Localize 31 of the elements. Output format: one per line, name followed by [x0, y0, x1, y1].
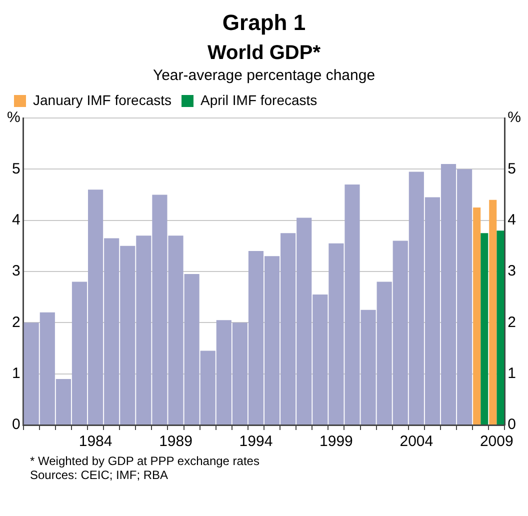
- text: * Weighted by GDP at PPP exchange rates: [30, 454, 260, 468]
- x-tick-label: 2009: [480, 433, 514, 450]
- chart-subtitle: World GDP*: [206, 42, 322, 65]
- y-tick-label: 2: [12, 314, 20, 331]
- y2-tick-label: %: [508, 109, 522, 126]
- legend-label: April IMF forecasts: [200, 92, 318, 108]
- y-tick-label: 0: [12, 416, 20, 434]
- y-tick-label: 3: [12, 262, 20, 280]
- text: Year-average percentage change: [152, 67, 376, 84]
- y2-tick-label: 5: [508, 160, 516, 178]
- bar: [480, 233, 488, 424]
- chart-title: Graph 1: [221, 10, 307, 36]
- x-tick-label: 2004: [400, 433, 434, 450]
- y2-tick-label: 3: [508, 262, 516, 280]
- x-tick-label: 1994: [239, 433, 273, 450]
- bar: [489, 200, 497, 424]
- y2-tick-label: 1: [508, 364, 516, 382]
- y-tick-label: %: [6, 109, 20, 126]
- legend-label: January IMF forecasts: [33, 92, 172, 108]
- y-tick-label: 1: [12, 364, 20, 382]
- x-tick-label: 1999: [320, 433, 353, 450]
- bar: [496, 230, 504, 424]
- x-tick-label: 1989: [159, 433, 192, 450]
- y-tick-label: 4: [12, 211, 20, 228]
- y2-tick-label: 4: [508, 211, 516, 228]
- bar: [473, 208, 481, 424]
- x-tick-label: 1984: [78, 433, 112, 450]
- y2-tick-label: 2: [508, 314, 516, 331]
- source-note: Sources: CEIC; IMF; RBA: [30, 468, 170, 482]
- y-tick-label: 5: [12, 160, 20, 178]
- y2-tick-label: 0: [508, 416, 516, 434]
